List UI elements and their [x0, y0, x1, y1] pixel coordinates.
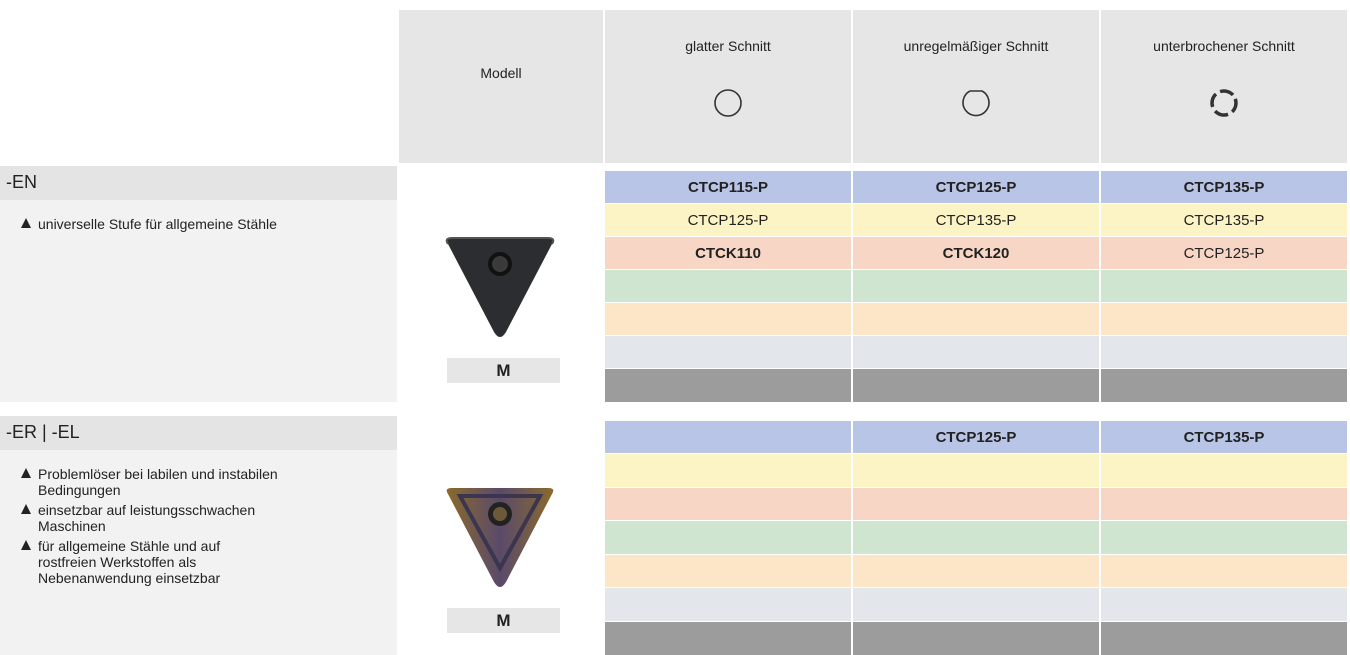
grade-cell [853, 336, 1099, 368]
grade-cell [605, 421, 851, 454]
grade-cell: CTCP135-P [1101, 204, 1347, 236]
column-header: unterbrochener Schnitt [1101, 10, 1347, 163]
grade: M [447, 358, 560, 383]
bullet: Problemlöser bei labilen und instabilen … [21, 466, 278, 498]
grade-cell [1101, 454, 1347, 487]
grade-cell [853, 303, 1099, 335]
grade-cell [853, 454, 1099, 487]
grade-cell [605, 270, 851, 302]
grade-cell [853, 270, 1099, 302]
insert-image [446, 488, 554, 587]
column-header: unregelmäßiger Schnitt [853, 10, 1099, 163]
grade-cell [853, 588, 1099, 621]
grade-cell [1101, 588, 1347, 621]
grade-cell: CTCP135-P [1101, 171, 1347, 203]
grade-cell [1101, 336, 1347, 368]
grade-cell: CTCK110 [605, 237, 851, 269]
grade-cell [605, 588, 851, 621]
bullet: einsetzbar auf leistungsschwachen Maschi… [21, 502, 278, 534]
model-header: Modell [399, 10, 603, 163]
grade-cell: CTCP125-P [605, 204, 851, 236]
cut-icon [714, 89, 742, 117]
grade-cell: CTCP135-P [1101, 421, 1347, 454]
grade-cell: CTCP125-P [1101, 237, 1347, 269]
grade-cell [605, 554, 851, 588]
section-title: -ER | -EL [0, 416, 397, 450]
column-label: unterbrochener Schnitt [1153, 38, 1295, 54]
grade-cell [605, 621, 851, 655]
grade-cell [605, 487, 851, 521]
grade-cell: CTCP125-P [853, 171, 1099, 203]
column-label: glatter Schnitt [685, 38, 771, 54]
grade-cell [1101, 303, 1347, 335]
grade-cell [605, 336, 851, 368]
grade-cell [853, 369, 1099, 402]
section-title: -EN [0, 166, 397, 200]
section-panel [0, 416, 397, 655]
insert-image [445, 237, 555, 337]
grade-cell [1101, 487, 1347, 521]
column-header: glatter Schnitt [605, 10, 851, 163]
bullet: universelle Stufe für allgemeine Stähle [21, 216, 368, 232]
column-label: unregelmäßiger Schnitt [903, 38, 1049, 54]
model-label: Modell [480, 65, 522, 81]
grade-cell [605, 454, 851, 487]
grade-cell [853, 521, 1099, 554]
grade-cell: CTCP135-P [853, 204, 1099, 236]
cut-icon [962, 90, 990, 117]
grade-cell [605, 369, 851, 402]
section-panel [0, 166, 397, 402]
grade-cell [1101, 554, 1347, 588]
grade-cell: CTCP115-P [605, 171, 851, 203]
grade-cell [605, 521, 851, 554]
grade-cell [1101, 369, 1347, 402]
grade-cell [853, 621, 1099, 655]
grade-cell [853, 554, 1099, 588]
grade-cell [1101, 621, 1347, 655]
bullet: für allgemeine Stähle und auf rostfreien… [21, 538, 278, 586]
grade: M [447, 608, 560, 633]
grade-cell [605, 303, 851, 335]
grade-cell: CTCP125-P [853, 421, 1099, 454]
cut-icon [1210, 89, 1238, 117]
grade-cell: CTCK120 [853, 237, 1099, 269]
grade-cell [1101, 521, 1347, 554]
grade-cell [853, 487, 1099, 521]
grade-cell [1101, 270, 1347, 302]
